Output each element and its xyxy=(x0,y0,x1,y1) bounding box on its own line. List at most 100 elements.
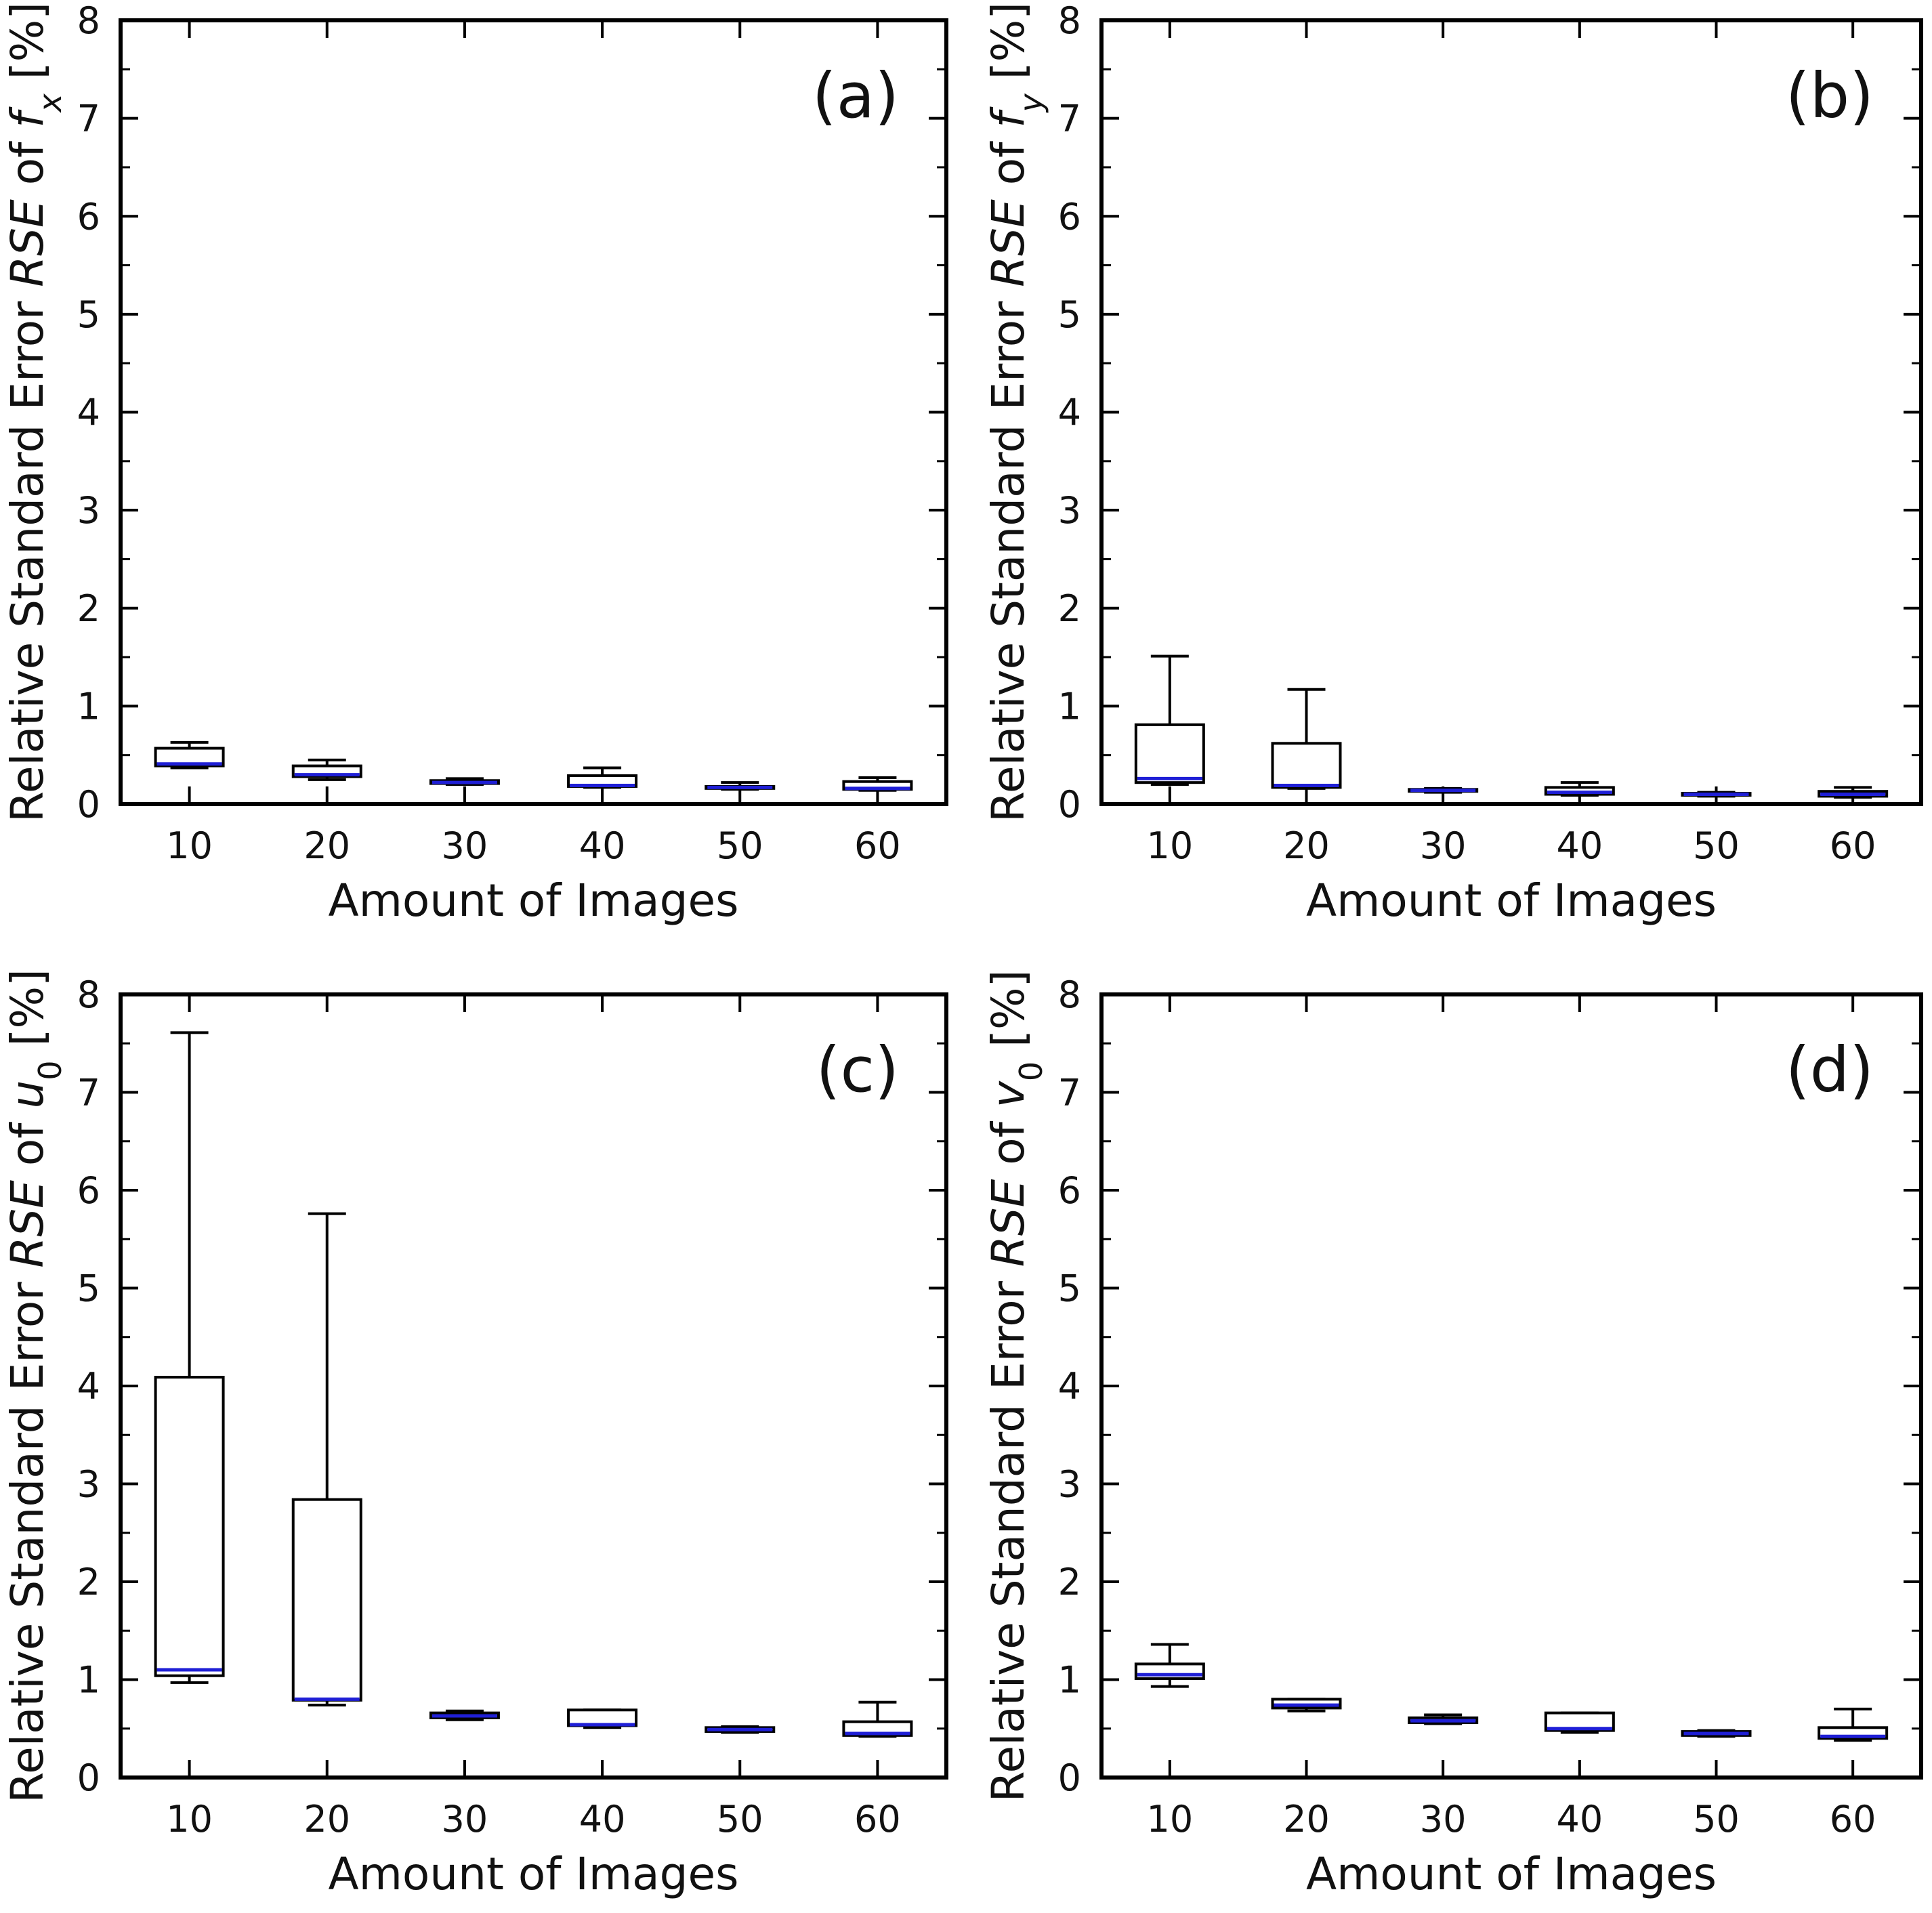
box-30 xyxy=(1408,1713,1479,1725)
box-50 xyxy=(1681,1729,1752,1738)
panel-label: (c) xyxy=(816,1034,899,1106)
y-tick-label: 6 xyxy=(77,195,100,238)
panel-label: (a) xyxy=(812,60,899,132)
x-axis-title: Amount of Images xyxy=(328,1848,738,1900)
interquartile-box xyxy=(154,1375,225,1677)
y-axis-title: Relative Standard Error RSE of fy [%] xyxy=(982,2,1049,822)
box-60 xyxy=(842,776,913,792)
y-axis-title-suffix: [%] xyxy=(982,970,1034,1061)
box-30 xyxy=(429,1709,500,1721)
y-tick-label: 4 xyxy=(77,392,100,434)
y-tick-label: 4 xyxy=(77,1365,100,1408)
y-axis-title: Relative Standard Error RSE of fx [%] xyxy=(1,2,68,822)
chart-panel-d: 0 1 2 3 4 5 6 7 8 10 20 30 40 50 60 (d) Amount of Images… xyxy=(982,970,1923,1900)
x-axis-title: Amount of Images xyxy=(1306,1848,1717,1900)
y-tick-label: 8 xyxy=(1058,973,1081,1016)
x-tick-label: 50 xyxy=(1693,824,1740,867)
y-tick-label: 3 xyxy=(77,489,100,532)
y-tick-label: 6 xyxy=(77,1169,100,1212)
interquartile-box xyxy=(1134,1662,1205,1681)
y-tick-label: 8 xyxy=(77,0,100,42)
y-tick-label: 0 xyxy=(77,1757,100,1799)
y-tick-label: 3 xyxy=(77,1463,100,1506)
x-tick-label: 50 xyxy=(1693,1798,1740,1841)
x-axis-title: Amount of Images xyxy=(328,875,738,927)
y-axis-title-middle: of xyxy=(1,1109,54,1181)
y-axis-title-prefix: Relative Standard Error xyxy=(982,1267,1034,1802)
x-tick-label: 20 xyxy=(1283,824,1330,867)
box-50 xyxy=(1681,791,1752,798)
x-tick-label: 30 xyxy=(442,1798,488,1841)
y-tick-label: 0 xyxy=(77,783,100,826)
y-tick-label: 5 xyxy=(77,1267,100,1310)
y-axis-title-subscript: y xyxy=(1013,93,1049,113)
x-tick-label: 30 xyxy=(1420,824,1467,867)
box-50 xyxy=(705,1725,776,1734)
y-tick-label: 7 xyxy=(77,1072,100,1114)
box-10 xyxy=(154,1031,225,1684)
y-tick-label: 6 xyxy=(1058,1169,1081,1212)
plot-frame xyxy=(1099,992,1923,1780)
y-tick-label: 1 xyxy=(1058,1659,1081,1702)
y-axis-title-suffix: [%] xyxy=(1,2,54,93)
box-40 xyxy=(1544,781,1615,797)
y-tick-label: 2 xyxy=(1058,1561,1081,1603)
y-tick-label: 4 xyxy=(1058,392,1081,434)
y-axis-title-suffix: [%] xyxy=(1,969,54,1060)
y-tick-label: 2 xyxy=(77,587,100,630)
interquartile-box xyxy=(1271,742,1342,789)
plot-frame xyxy=(1099,18,1923,806)
y-axis-title-suffix: [%] xyxy=(982,2,1034,93)
box-10 xyxy=(154,740,225,770)
box-40 xyxy=(567,766,638,789)
y-tick-label: 6 xyxy=(1058,195,1081,238)
x-tick-label: 30 xyxy=(1420,1798,1467,1841)
y-tick-label: 5 xyxy=(77,293,100,336)
x-tick-label: 10 xyxy=(1146,824,1193,867)
box-10 xyxy=(1134,1643,1205,1688)
x-tick-label: 50 xyxy=(717,824,763,867)
box-50 xyxy=(705,781,776,791)
box-60 xyxy=(842,1700,913,1738)
x-tick-label: 10 xyxy=(166,1798,213,1841)
x-tick-label: 60 xyxy=(1830,1798,1876,1841)
y-tick-label: 1 xyxy=(1058,685,1081,728)
box-20 xyxy=(1271,1698,1342,1712)
box-20 xyxy=(1271,688,1342,790)
y-tick-label: 7 xyxy=(1058,1072,1081,1114)
x-tick-label: 20 xyxy=(1283,1798,1330,1841)
x-tick-label: 30 xyxy=(442,824,488,867)
x-axis-title: Amount of Images xyxy=(1306,875,1717,927)
box-40 xyxy=(567,1708,638,1729)
y-tick-label: 3 xyxy=(1058,1463,1081,1506)
y-tick-label: 1 xyxy=(77,1659,100,1702)
y-tick-label: 5 xyxy=(1058,293,1081,336)
x-tick-label: 20 xyxy=(303,1798,350,1841)
y-tick-label: 2 xyxy=(77,1561,100,1603)
box-10 xyxy=(1134,654,1205,786)
y-axis-title-prefix: Relative Standard Error xyxy=(1,1268,54,1803)
y-tick-label: 8 xyxy=(77,973,100,1016)
x-tick-label: 60 xyxy=(854,824,901,867)
interquartile-box xyxy=(1134,723,1205,784)
y-axis-title-symbol: u xyxy=(1,1080,54,1109)
chart-panel-c: 0 1 2 3 4 5 6 7 8 10 20 30 40 50 60 (c) Amount of Images… xyxy=(1,969,948,1900)
y-axis-title-italic: RSE xyxy=(1,199,54,287)
y-axis-title: Relative Standard Error RSE of u0 [%] xyxy=(1,969,68,1803)
y-tick-label: 7 xyxy=(77,98,100,140)
y-tick-label: 8 xyxy=(1058,0,1081,42)
box-20 xyxy=(291,1212,362,1707)
y-axis-title-subscript: 0 xyxy=(32,1060,68,1080)
y-axis-title-subscript: x xyxy=(32,93,68,113)
y-tick-label: 2 xyxy=(1058,587,1081,630)
y-axis-title-italic: RSE xyxy=(982,199,1034,287)
x-tick-label: 40 xyxy=(1556,1798,1603,1841)
y-axis-title-prefix: Relative Standard Error xyxy=(982,287,1034,822)
y-axis-title-subscript: 0 xyxy=(1013,1061,1049,1081)
box-20 xyxy=(291,758,362,781)
box-60 xyxy=(1818,786,1889,799)
x-tick-label: 40 xyxy=(1556,824,1603,867)
chart-panel-b: 0 1 2 3 4 5 6 7 8 10 20 30 40 50 60 (b) Amount of Images… xyxy=(982,0,1923,927)
box-30 xyxy=(429,777,500,786)
